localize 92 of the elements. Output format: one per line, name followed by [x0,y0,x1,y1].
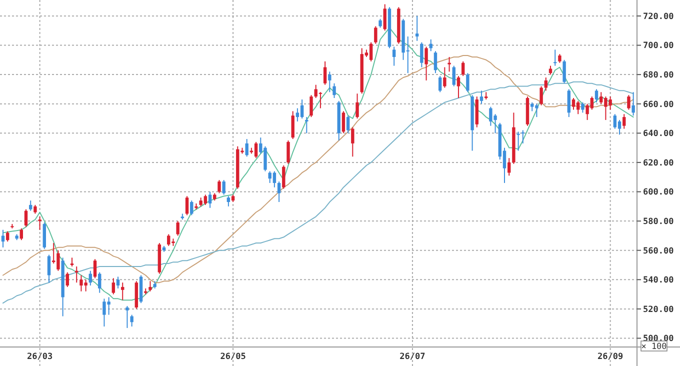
candlestick [28,200,32,212]
candlestick [1,229,5,248]
candlestick [622,114,626,130]
candlestick [24,208,28,228]
candlestick [562,59,566,84]
y-tick-label: 680.00 [643,70,674,81]
candlestick [291,110,294,140]
candlestick [222,180,226,196]
candlestick [554,49,557,66]
candlestick [448,56,451,72]
candlestick [581,102,584,114]
x-tick-label: 26/09 [598,352,624,362]
y-tick-label: 520.00 [643,304,674,315]
candlestick [282,164,286,190]
candlestick [47,254,51,284]
candlestick [42,222,46,250]
candlestick [75,266,78,284]
y-tick-label: 540.00 [643,276,674,286]
candlestick [208,191,212,208]
candlestick [374,26,378,44]
candlestick [218,180,221,194]
candlestick [126,306,129,328]
candlestick [356,93,359,120]
candlestick [254,141,258,159]
candlestick [466,72,470,93]
candlestick [572,98,576,110]
candlestick [116,276,120,289]
candlestick [318,92,322,109]
candlestick [93,258,97,279]
candlestick [507,158,511,176]
candlestick [296,108,300,122]
y-tick-label: 580.00 [643,217,674,228]
y-tick-label: 640.00 [643,129,674,140]
candlestick [277,180,281,203]
candlestick [618,119,622,136]
candlestick [112,278,116,295]
candlestick [300,98,304,120]
candlestick [627,94,630,110]
y-tick-label: 600.00 [643,188,674,198]
candlestick [521,130,524,144]
candlestick [351,126,354,158]
line-series [2,81,634,304]
candlestick [438,76,442,93]
candlestick [415,15,419,42]
candlestick [342,110,346,134]
candlestick [190,200,194,216]
candlestick [66,272,70,288]
candlestick [613,114,617,130]
x-tick-label: 26/03 [27,352,53,362]
candlestick [305,116,308,134]
candlestick [456,76,460,98]
candlestick [594,88,598,103]
candlestick [346,115,350,134]
x-tick-label: 26/07 [400,352,426,362]
y-tick-label: 620.00 [643,158,674,168]
candlestick [567,88,571,118]
candlestick [88,270,92,286]
line-series [2,27,634,301]
candlestick [245,138,248,158]
y-tick-label: 660.00 [643,100,674,110]
candlestick [420,42,424,68]
candlestick [185,196,189,216]
candlestick [176,220,180,236]
candlestick [332,82,336,98]
candlestick [121,282,124,301]
candlestick [369,42,373,62]
candlestick [540,86,543,106]
y-tick-label: 720.00 [643,12,674,22]
candlestick [461,60,465,77]
candlestick [130,314,134,328]
candlestick [286,140,290,164]
candlestick [20,228,23,241]
candlestick [632,92,635,116]
y-tick-label: 560.00 [643,246,674,256]
candlestick [392,46,396,66]
candlestick [443,66,446,88]
candlestick [434,50,438,74]
candlestick [98,272,102,294]
candlestick [38,216,42,230]
candlestick [480,90,484,104]
candlestick [323,60,327,86]
candlestick [383,4,386,32]
candlestick [310,94,313,118]
y-tick-label: 700.00 [643,41,674,52]
text: × 100 [641,342,667,352]
candlestick [226,196,230,207]
candlestick [452,65,456,87]
candlestick [424,46,428,81]
candlestick [328,71,332,93]
candlestick [516,131,520,152]
x-tick-label: 26/05 [220,352,246,362]
candlestick [148,280,152,292]
